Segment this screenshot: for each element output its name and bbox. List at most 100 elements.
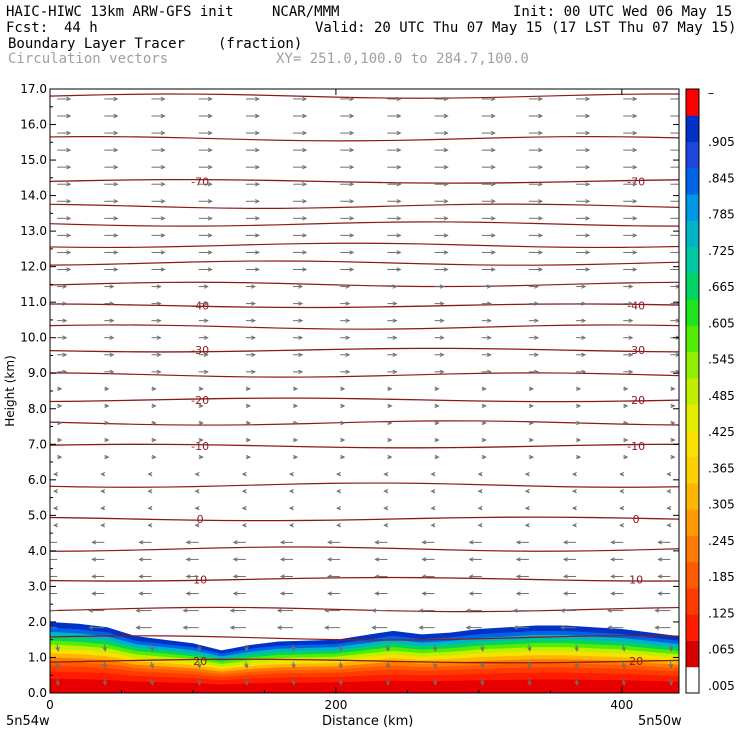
vector-head	[632, 216, 638, 221]
vector-head	[443, 147, 449, 153]
contour-label-10-0: 10	[193, 573, 207, 586]
y-tick-label: 10.0	[20, 331, 47, 345]
vector-head	[610, 540, 616, 545]
colorbar-label: .905	[708, 135, 735, 149]
vector-head	[585, 130, 591, 136]
vector-head	[529, 437, 535, 443]
vector-head	[198, 386, 204, 392]
vector-head	[538, 199, 544, 204]
vector-head	[255, 233, 260, 238]
vector-head	[196, 680, 202, 686]
temperature-contours: -70 -70 -40 -40 -30 -30 -20 -20 -10 -10 0 0 10 10 20 20	[50, 93, 679, 668]
colorbar-label: –	[708, 86, 714, 100]
axes: 0.0 1.0 2.0 3.0 4.0 5.0 6.0 7.0 8.0 9.0 10.0 11.0 12…	[20, 82, 679, 712]
vector-head	[581, 301, 587, 306]
vector-head	[55, 663, 60, 669]
vector-head	[203, 318, 209, 323]
vector-head	[383, 471, 389, 477]
vector-head	[338, 663, 343, 669]
vector-head	[490, 130, 496, 136]
contour-line	[50, 420, 679, 426]
vector-head	[585, 96, 591, 102]
vector-head	[396, 113, 402, 119]
vector-head	[207, 250, 213, 255]
vector-head	[160, 233, 166, 238]
vector-head	[585, 164, 591, 170]
colorbar-swatch	[686, 220, 699, 248]
vector-head	[481, 403, 487, 409]
vector-head	[149, 663, 155, 669]
vector-head	[421, 540, 427, 545]
vector-head	[349, 164, 355, 170]
vector-head	[345, 352, 351, 357]
vector-head	[443, 199, 449, 204]
vector-head	[336, 489, 342, 494]
vector-head	[62, 318, 68, 323]
vector-head	[383, 489, 389, 494]
vector-head	[439, 284, 445, 289]
vector-head	[113, 250, 119, 255]
vector-head	[490, 199, 496, 204]
vector-head	[147, 489, 153, 494]
model-title: HAIC-HIWC 13km ARW-GFS init	[6, 4, 234, 20]
vector-head	[434, 386, 440, 392]
vector-head	[288, 523, 294, 528]
vector-head	[657, 540, 663, 545]
vector-head	[151, 437, 157, 443]
colorbar-swatch	[686, 325, 699, 353]
contour-label-20-1: 20	[629, 655, 643, 668]
contour-line	[50, 242, 679, 249]
vector-head	[198, 454, 204, 460]
vector-head	[439, 301, 445, 306]
vector-head	[109, 352, 115, 357]
vector-head	[198, 420, 204, 426]
vector-head	[196, 663, 202, 669]
vector-head	[349, 250, 355, 255]
vector-head	[160, 113, 166, 119]
vector-head	[102, 663, 107, 669]
vector-head	[100, 523, 106, 528]
vector-head	[680, 114, 684, 117]
vector-head	[619, 523, 625, 528]
vector-head	[538, 164, 544, 170]
colorbar-label: .305	[708, 498, 735, 512]
vector-head	[486, 301, 492, 306]
vector-head	[345, 284, 351, 289]
vector-head	[160, 182, 166, 187]
colorbar-swatch	[686, 246, 699, 274]
vector-head	[302, 199, 308, 204]
colorbar: .005 .065 .125 .185 .245 .305 .365 .425 .485 .545…	[685, 86, 735, 694]
vector-head	[207, 182, 213, 187]
vector-head	[515, 574, 521, 579]
vector-head	[432, 680, 438, 686]
vector-head	[57, 403, 63, 409]
vector-head	[251, 369, 256, 375]
vector-head	[135, 608, 141, 613]
vector-head	[113, 164, 119, 170]
vector-head	[527, 663, 532, 669]
vector-head	[349, 96, 355, 102]
right-endpoint: 5n50w	[638, 714, 682, 729]
vector-head	[327, 574, 333, 579]
vector-head	[45, 558, 49, 561]
vector-head	[374, 540, 380, 545]
contour-line	[50, 203, 679, 209]
vector-head	[302, 164, 308, 170]
vector-head	[160, 147, 166, 153]
colorbar-swatch	[686, 666, 699, 694]
vector-head	[160, 267, 166, 272]
vector-head	[443, 113, 449, 119]
vector-head	[468, 591, 474, 596]
vector-head	[251, 318, 256, 323]
vector-head	[576, 403, 582, 409]
vector-head	[675, 318, 679, 323]
vector-head	[374, 591, 380, 596]
vector-head	[581, 369, 587, 375]
vector-head	[102, 680, 107, 686]
vector-head	[670, 403, 676, 409]
vector-head	[104, 437, 110, 443]
vector-head	[279, 574, 285, 579]
vector-head	[562, 540, 568, 545]
contour-label--10-0: -10	[191, 440, 209, 453]
y-tick-label: 1.0	[28, 650, 47, 664]
